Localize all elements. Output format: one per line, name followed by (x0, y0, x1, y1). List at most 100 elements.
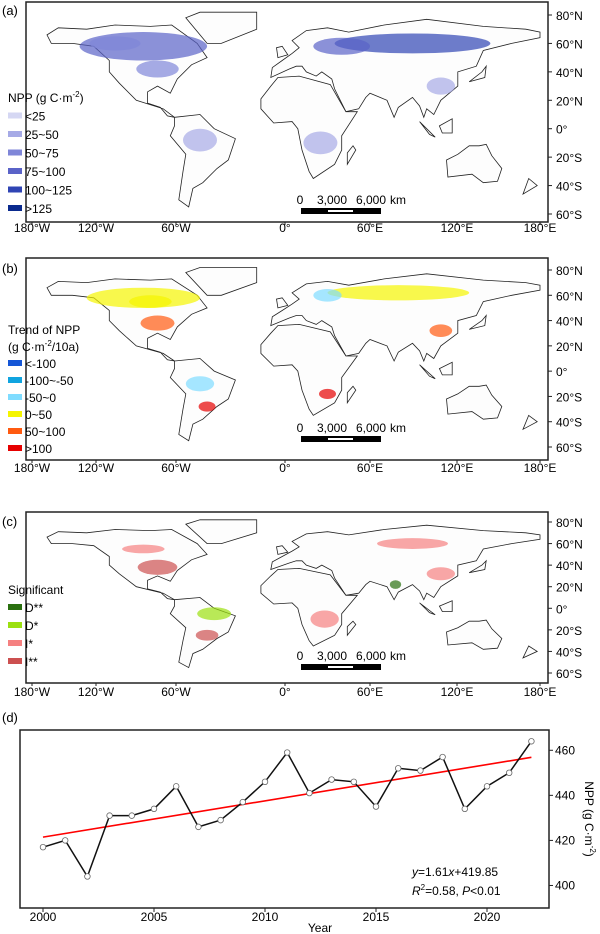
data-point-2009 (239, 798, 246, 806)
data-point-2002 (84, 873, 91, 880)
lat-label: 80°N (556, 264, 583, 278)
legend-swatch (8, 658, 22, 664)
land-uk (276, 545, 289, 555)
scale-unit: km (390, 649, 406, 663)
lon-label: 60°E (357, 685, 383, 699)
lat-label: 60°N (556, 538, 583, 552)
land-bo (438, 600, 453, 612)
lat-label: 80°N (556, 516, 583, 530)
map-panel-b: (b) 80°N 60°N 40°N 20°N 0° 20°S 40°S 60°S 180°W 12… (2, 257, 583, 475)
line-chart-panel-d: (d) 2000 2005 2010 2015 2020 400 420 440 460 Year N… (2, 710, 597, 934)
lon-label: 120°W (78, 221, 115, 235)
legend-label: I* (25, 637, 33, 651)
npp-patch (426, 567, 456, 581)
lat-label: 80°N (556, 9, 583, 23)
scale-bar-white (328, 666, 353, 668)
lat-label: 0° (556, 365, 568, 379)
x-tick-label: 2010 (252, 910, 279, 924)
lat-label: 20°S (556, 390, 582, 404)
text-span: -2 (72, 90, 80, 99)
legend-label: -100~-50 (25, 374, 74, 388)
legend-swatch (8, 604, 22, 610)
scale-mid: 3,000 (317, 649, 347, 663)
npp-patch (195, 629, 219, 641)
data-point-2010 (261, 778, 269, 786)
lat-label: 40°S (556, 180, 582, 194)
land-bo (438, 361, 453, 376)
text-span: R (412, 884, 421, 898)
npp-patch (319, 388, 336, 399)
land-jp (468, 559, 487, 574)
land-jp (468, 64, 487, 83)
npp-patch (122, 544, 165, 554)
text-span: /10a) (52, 340, 79, 354)
land-af (260, 567, 359, 647)
lat-label: 40°N (556, 315, 583, 329)
lon-label: 180°W (14, 685, 51, 699)
legend-label: D* (25, 619, 39, 633)
lon-label: 180°E (524, 461, 557, 475)
npp-series-line (42, 740, 533, 879)
land-gl (185, 11, 258, 44)
text-span: 2 (421, 883, 426, 892)
data-point-2022 (528, 738, 535, 745)
legend-swatch (8, 360, 22, 366)
text-span: y (411, 865, 419, 879)
npp-patch (137, 559, 178, 575)
data-point-2015 (372, 803, 380, 810)
data-point-2006 (172, 783, 180, 790)
panel-label-b: (b) (2, 261, 18, 276)
lon-label: 180°W (14, 461, 51, 475)
y-axis-label: NPP (g C·m-2) (582, 781, 597, 857)
legend-swatch (8, 186, 22, 193)
map-panel-a: (a) 80°N 60°N 40°N 20°N 0° 20°S 40°S 60°S 180°W 12… (2, 1, 583, 235)
text-span: ) (80, 91, 84, 105)
npp-patch (198, 401, 216, 412)
lat-label: 60°S (556, 208, 582, 222)
scale-zero: 0 (297, 649, 304, 663)
legend-label: 50~75 (25, 147, 59, 161)
lat-label: 40°N (556, 559, 583, 573)
data-point-2005 (150, 805, 158, 813)
data-point-2019 (461, 805, 468, 813)
land-jp (468, 314, 487, 330)
land-sa (169, 358, 236, 442)
scale-bar: 0 3,000 6,000 km (297, 193, 406, 214)
lat-label: 60°N (556, 289, 583, 303)
chart-frame (19, 729, 550, 909)
legend-label: >100 (25, 442, 52, 456)
text-span: -2 (45, 339, 53, 348)
lat-label: 40°S (556, 645, 582, 659)
lat-label: 20°S (556, 624, 582, 638)
legend-title: Trend of NPP (8, 323, 80, 337)
npp-patch (377, 538, 448, 549)
lat-label: 60°S (556, 667, 582, 681)
data-point-2000 (39, 843, 47, 851)
npp-patch (140, 315, 175, 331)
scale-mid: 3,000 (317, 193, 347, 207)
scale-bar: 0 3,000 6,000 km (297, 421, 406, 442)
data-point-2020 (483, 783, 491, 790)
scale-end: 6,000 (356, 649, 386, 663)
lat-label: 20°N (556, 94, 583, 108)
legend-swatch (8, 112, 22, 119)
scale-unit: km (390, 421, 406, 435)
lon-label: 120°E (441, 461, 474, 475)
scale-zero: 0 (297, 421, 304, 435)
text-span: ) (582, 853, 596, 857)
lon-label: 0° (279, 221, 291, 235)
npp-patch (426, 77, 456, 95)
npp-patch (313, 288, 342, 302)
npp-patch (310, 610, 339, 628)
npp-patch (389, 580, 402, 589)
land-su (419, 121, 436, 138)
legend-label: 100~125 (25, 184, 72, 198)
legend-label: 75~100 (25, 165, 66, 179)
land-af (260, 75, 359, 180)
x-tick-label: 2015 (363, 910, 390, 924)
text-span: x (447, 865, 455, 879)
lon-label: 180°W (14, 221, 51, 235)
panel-label-a: (a) (2, 3, 18, 18)
legend-label: <-100 (25, 357, 56, 371)
npp-patch (327, 285, 470, 301)
